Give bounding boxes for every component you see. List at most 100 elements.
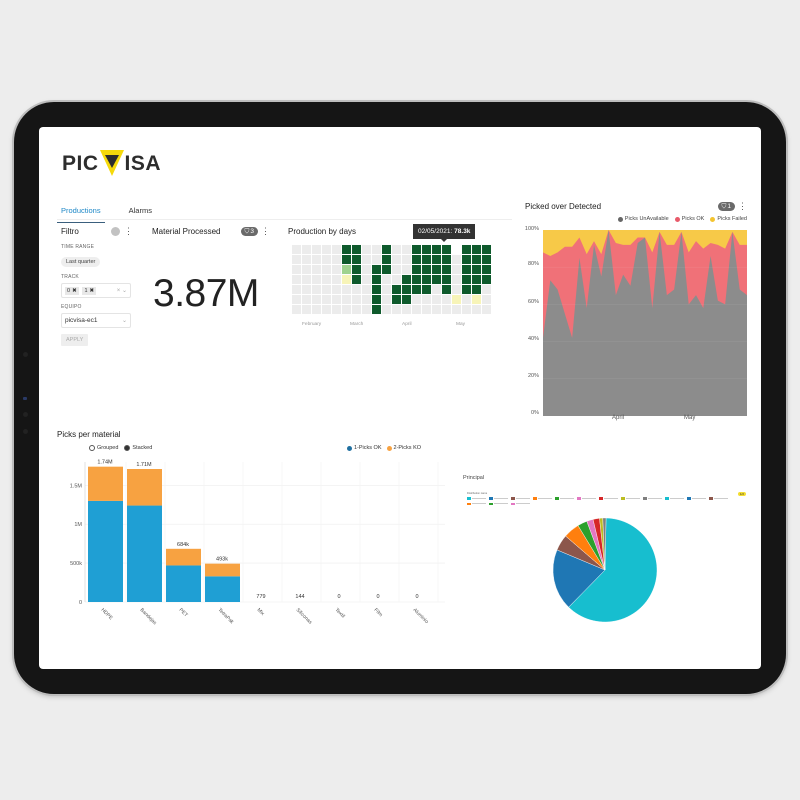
heatmap-cell[interactable] — [482, 275, 491, 284]
heatmap-cell[interactable] — [312, 295, 321, 304]
heatmap-cell[interactable] — [342, 255, 351, 264]
legend-item[interactable]: Picks OK — [674, 216, 704, 222]
pie-legend-item[interactable] — [599, 497, 618, 500]
heatmap-cell[interactable] — [392, 305, 401, 314]
heatmap-cell[interactable] — [332, 255, 341, 264]
heatmap-cell[interactable] — [412, 245, 421, 254]
heatmap-cell[interactable] — [302, 295, 311, 304]
heatmap-cell[interactable] — [422, 245, 431, 254]
heatmap-cell[interactable] — [392, 295, 401, 304]
heatmap-cell[interactable] — [332, 295, 341, 304]
heatmap-cell[interactable] — [472, 275, 481, 284]
heatmap-cell[interactable] — [332, 265, 341, 274]
more-options-icon[interactable]: ⋮ — [738, 201, 747, 211]
legend-page-badge[interactable]: 1/2 — [737, 492, 746, 496]
time-range-chip[interactable]: Last quarter — [61, 257, 101, 267]
heatmap-cell[interactable] — [352, 255, 361, 264]
heatmap-cell[interactable] — [292, 245, 301, 254]
heatmap-cell[interactable] — [412, 265, 421, 274]
heatmap-cell[interactable] — [302, 305, 311, 314]
tab-productions[interactable]: Productions — [57, 203, 105, 223]
heatmap-cell[interactable] — [342, 245, 351, 254]
heatmap-cell[interactable] — [382, 265, 391, 274]
heatmap-cell[interactable] — [312, 285, 321, 294]
heatmap-cell[interactable] — [302, 275, 311, 284]
heatmap-cell[interactable] — [372, 285, 381, 294]
pie-legend-item[interactable] — [665, 497, 684, 500]
heatmap-cell[interactable] — [322, 295, 331, 304]
heatmap-cell[interactable] — [422, 265, 431, 274]
heatmap-cell[interactable] — [432, 275, 441, 284]
heatmap-cell[interactable] — [432, 305, 441, 314]
heatmap-cell[interactable] — [372, 275, 381, 284]
heatmap-cell[interactable] — [292, 255, 301, 264]
more-options-icon[interactable]: ⋮ — [124, 226, 133, 236]
filter-count-badge[interactable]: ⛉ 3 — [240, 227, 258, 236]
heatmap-cell[interactable] — [342, 285, 351, 294]
heatmap-cell[interactable] — [342, 265, 351, 274]
heatmap-cell[interactable] — [362, 295, 371, 304]
tab-alarms[interactable]: Alarms — [128, 206, 152, 215]
pie-legend-item[interactable] — [489, 502, 508, 505]
heatmap-cell[interactable] — [482, 255, 491, 264]
heatmap-cell[interactable] — [372, 295, 381, 304]
heatmap-cell[interactable] — [472, 305, 481, 314]
heatmap-cell[interactable] — [452, 245, 461, 254]
heatmap-cell[interactable] — [472, 295, 481, 304]
heatmap-cell[interactable] — [372, 245, 381, 254]
heatmap-cell[interactable] — [432, 285, 441, 294]
heatmap-cell[interactable] — [412, 305, 421, 314]
heatmap-cell[interactable] — [382, 245, 391, 254]
heatmap-cell[interactable] — [322, 265, 331, 274]
heatmap-cell[interactable] — [422, 255, 431, 264]
heatmap-cell[interactable] — [482, 265, 491, 274]
heatmap-cell[interactable] — [472, 245, 481, 254]
stacked-radio[interactable]: Stacked — [124, 445, 152, 451]
heatmap-cell[interactable] — [432, 245, 441, 254]
heatmap-cell[interactable] — [382, 275, 391, 284]
heatmap-cell[interactable] — [322, 255, 331, 264]
pie-legend-item[interactable] — [467, 497, 486, 500]
heatmap-cell[interactable] — [452, 305, 461, 314]
heatmap-cell[interactable] — [372, 255, 381, 264]
heatmap-cell[interactable] — [312, 275, 321, 284]
clear-and-chevron-icon[interactable]: × ⌄ — [116, 288, 127, 294]
heatmap-cell[interactable] — [402, 285, 411, 294]
heatmap-cell[interactable] — [422, 285, 431, 294]
heatmap-cell[interactable] — [312, 265, 321, 274]
heatmap-cell[interactable] — [442, 265, 451, 274]
equipo-select[interactable]: picvisa-ec1 ⌄ — [61, 313, 131, 328]
heatmap-cell[interactable] — [362, 255, 371, 264]
apply-button[interactable]: APPLY — [61, 334, 89, 346]
heatmap-cell[interactable] — [432, 265, 441, 274]
heatmap-cell[interactable] — [472, 255, 481, 264]
heatmap-cell[interactable] — [412, 275, 421, 284]
heatmap-cell[interactable] — [462, 245, 471, 254]
heatmap-cell[interactable] — [362, 245, 371, 254]
pie-legend-item[interactable] — [687, 497, 706, 500]
heatmap-cell[interactable] — [472, 265, 481, 274]
heatmap-cell[interactable] — [412, 295, 421, 304]
heatmap-cell[interactable] — [332, 285, 341, 294]
heatmap-cell[interactable] — [292, 285, 301, 294]
heatmap-cell[interactable] — [322, 275, 331, 284]
heatmap-cell[interactable] — [402, 305, 411, 314]
pie-legend-item[interactable] — [555, 497, 574, 500]
track-chip[interactable]: 1 ✖ — [82, 286, 97, 295]
heatmap-cell[interactable] — [472, 285, 481, 294]
heatmap-cell[interactable] — [312, 305, 321, 314]
heatmap-cell[interactable] — [302, 255, 311, 264]
heatmap-cell[interactable] — [352, 275, 361, 284]
heatmap-cell[interactable] — [332, 245, 341, 254]
legend-item[interactable]: 1-Picks OK — [347, 445, 382, 451]
heatmap-cell[interactable] — [452, 295, 461, 304]
heatmap-cell[interactable] — [412, 255, 421, 264]
heatmap-cell[interactable] — [442, 245, 451, 254]
heatmap-cell[interactable] — [382, 285, 391, 294]
pie-legend-item[interactable] — [709, 497, 728, 500]
heatmap-cell[interactable] — [382, 295, 391, 304]
heatmap-cell[interactable] — [482, 295, 491, 304]
heatmap-cell[interactable] — [352, 285, 361, 294]
grouped-radio[interactable]: Grouped — [89, 445, 118, 451]
heatmap-cell[interactable] — [442, 255, 451, 264]
